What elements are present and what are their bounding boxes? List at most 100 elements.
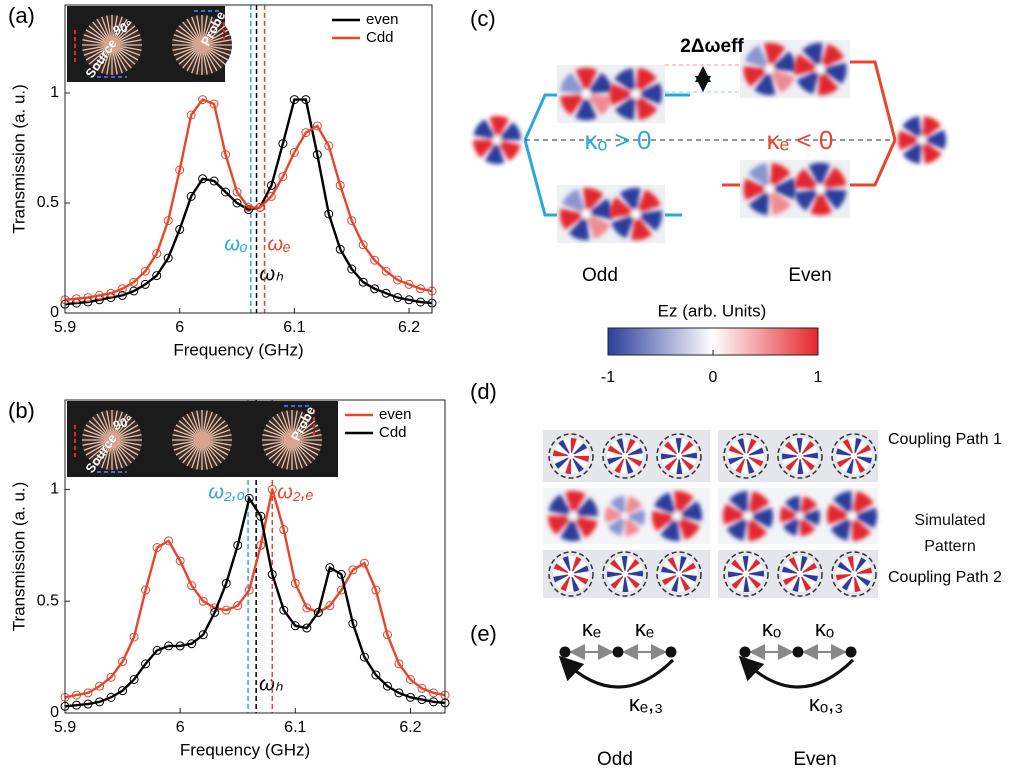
site — [846, 647, 857, 658]
mode-core — [569, 512, 578, 521]
x-tick-label: 6 — [175, 319, 184, 336]
x-tick-label: 6.2 — [399, 719, 421, 736]
colorbar-tick-label: 0 — [709, 369, 718, 386]
mode-pattern — [661, 556, 697, 592]
legend-label: Cdd — [379, 424, 407, 441]
coupling-label: κₑ,₃ — [629, 691, 663, 716]
mode-pattern — [836, 438, 872, 474]
mode-core — [568, 453, 574, 459]
mode-core — [743, 571, 749, 577]
mode-label: Even — [788, 265, 831, 286]
mode-core — [816, 64, 825, 73]
x-axis-label: Frequency (GHz) — [180, 740, 310, 759]
mode-core — [676, 571, 682, 577]
mode-pattern — [473, 116, 521, 164]
y-tick-label: 0 — [50, 704, 59, 721]
site — [613, 647, 624, 658]
panel-label: (c) — [470, 6, 496, 31]
coupling-sign: κₒ > 0 — [585, 125, 652, 155]
legend-label: even — [379, 406, 412, 423]
y-axis-label: Transmission (a. u.) — [9, 482, 28, 632]
site — [560, 647, 571, 658]
frequency-label: ω₂,ₑ — [277, 481, 314, 503]
x-tick-label: 5.9 — [54, 319, 76, 336]
frequency-label: ωₑ — [268, 233, 291, 255]
mode-core — [673, 512, 682, 521]
figure-canvas: (a) 5.9 6 6.1 6.2 0 0.5 1 Frequency (GHz) Transmi… — [0, 0, 1031, 776]
mode-pattern — [607, 556, 643, 592]
colorbar-tick-label: -1 — [601, 369, 615, 386]
y-tick-label: 0 — [50, 304, 59, 321]
mode-core — [848, 512, 857, 521]
y-axis-label: Transmission (a. u.) — [9, 84, 28, 234]
mode-core — [797, 453, 803, 459]
mode-pattern — [553, 556, 589, 592]
coupling-label: κₒ — [815, 616, 834, 641]
legend-label: even — [366, 11, 399, 28]
panel-label: (a) — [8, 3, 35, 28]
x-tick-label: 6.2 — [398, 319, 420, 336]
mode-core — [493, 136, 502, 145]
mode-core — [765, 64, 774, 73]
mode-pattern — [728, 556, 764, 592]
colorbar-title: Ez (arb. Units) — [658, 301, 767, 320]
long-coupling-arrow — [563, 660, 673, 687]
fit-line — [65, 498, 445, 706]
mode-core — [851, 571, 857, 577]
panel-label: (d) — [470, 379, 497, 404]
mode-core — [796, 512, 803, 519]
colorbar-tick-label: 1 — [814, 369, 823, 386]
mode-core — [918, 136, 927, 145]
row-label: Simulated Pattern — [895, 508, 1005, 560]
mode-core — [797, 571, 803, 577]
mode-pattern — [661, 438, 697, 474]
mode-core — [744, 512, 753, 521]
mode-core — [581, 89, 590, 98]
mode-core — [851, 453, 857, 459]
frequency-label: ωₕ — [260, 263, 285, 285]
x-tick-label: 6 — [176, 719, 185, 736]
x-tick-label: 5.9 — [54, 719, 76, 736]
y-tick-label: 1 — [50, 481, 59, 498]
mode-pattern — [548, 491, 598, 541]
fit-line — [65, 489, 445, 697]
long-coupling-arrow — [743, 660, 853, 687]
y-tick-label: 0.5 — [37, 592, 59, 609]
x-tick-label: 6.1 — [283, 319, 305, 336]
fit-line — [65, 100, 432, 300]
mode-core — [676, 453, 682, 459]
frequency-label: ωₕ — [259, 673, 284, 695]
legend-label: Cdd — [366, 29, 394, 46]
coupling-sign: κₑ < 0 — [767, 125, 834, 155]
fit-line — [65, 100, 432, 305]
mode-core — [568, 571, 574, 577]
x-axis-label: Frequency (GHz) — [173, 340, 303, 359]
mode-core — [622, 453, 628, 459]
y-tick-label: 1 — [50, 84, 59, 101]
row-label: Coupling Path 1 — [888, 431, 1002, 448]
mode-pattern — [898, 116, 946, 164]
coupling-label: κₒ — [762, 616, 781, 641]
frequency-label: ω₂,ₒ — [208, 481, 245, 503]
mode-core — [621, 512, 628, 519]
coupling-label: κₑ — [582, 616, 601, 641]
mode-pattern — [782, 556, 818, 592]
mode-core — [743, 453, 749, 459]
resonator-core — [193, 431, 211, 449]
frequency-label: ωₒ — [224, 233, 248, 255]
coupling-label: κₑ — [635, 616, 654, 641]
mode-core — [631, 209, 640, 218]
panel-label: (e) — [470, 621, 497, 646]
figure: (a) 5.9 6 6.1 6.2 0 0.5 1 Frequency (GHz) Transmi… — [0, 0, 1031, 776]
mode-core — [765, 184, 774, 193]
mode-core — [816, 184, 825, 193]
x-tick-label: 6.1 — [284, 719, 306, 736]
site — [740, 647, 751, 658]
mode-pattern — [782, 438, 818, 474]
row-label: Coupling Path 2 — [888, 569, 1002, 586]
y-tick-label: 0.5 — [37, 194, 59, 211]
mode-core — [631, 89, 640, 98]
mode-pattern — [728, 438, 764, 474]
mode-label: Odd — [597, 749, 633, 770]
mode-core — [622, 571, 628, 577]
